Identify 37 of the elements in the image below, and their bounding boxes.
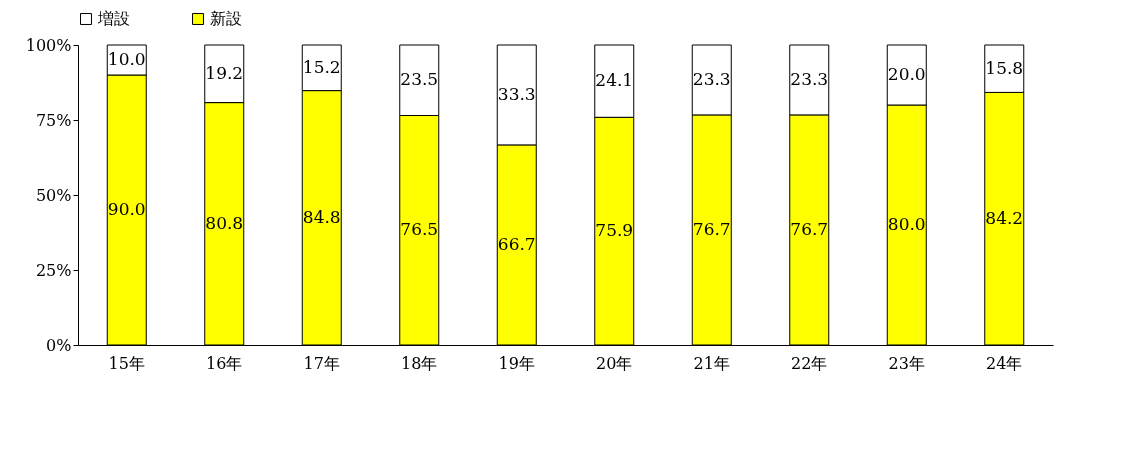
data-label: 23.3 bbox=[692, 68, 731, 89]
data-label: 90.0 bbox=[107, 199, 146, 219]
data-label: 33.3 bbox=[497, 83, 536, 104]
data-label: 23.5 bbox=[400, 69, 439, 90]
data-label: 15.8 bbox=[985, 57, 1024, 78]
x-tick-label: 22年 bbox=[791, 353, 828, 373]
data-label: 76.5 bbox=[400, 219, 439, 240]
data-label: 15.2 bbox=[302, 56, 341, 77]
data-label: 23.3 bbox=[790, 68, 829, 89]
x-tick-label: 15年 bbox=[108, 353, 145, 373]
x-tick-label: 17年 bbox=[303, 353, 340, 373]
legend-label: 新設 bbox=[210, 9, 242, 28]
data-label: 20.0 bbox=[887, 64, 926, 84]
y-tick-label: 50% bbox=[35, 185, 72, 205]
x-tick-label: 18年 bbox=[401, 353, 438, 373]
data-label: 80.8 bbox=[205, 212, 244, 233]
data-label: 66.7 bbox=[497, 233, 536, 254]
x-tick-label: 24年 bbox=[986, 353, 1023, 373]
x-tick-label: 20年 bbox=[596, 353, 633, 373]
data-label: 80.0 bbox=[887, 214, 926, 234]
data-label: 84.2 bbox=[985, 207, 1024, 228]
x-tick-label: 16年 bbox=[206, 353, 243, 373]
data-label: 75.9 bbox=[595, 220, 634, 241]
data-label: 84.8 bbox=[302, 206, 341, 227]
data-label: 19.2 bbox=[205, 62, 244, 83]
y-tick-label: 0% bbox=[46, 335, 72, 355]
x-tick-label: 19年 bbox=[498, 353, 535, 373]
y-tick-label: 100% bbox=[25, 35, 72, 55]
x-tick-label: 23年 bbox=[888, 353, 925, 373]
y-tick-label: 25% bbox=[35, 260, 72, 280]
data-label: 76.7 bbox=[790, 218, 829, 239]
x-tick-label: 21年 bbox=[693, 353, 730, 373]
data-label: 10.0 bbox=[107, 49, 146, 69]
legend-label: 増設 bbox=[97, 9, 130, 28]
y-tick-label: 75% bbox=[35, 110, 72, 130]
data-label: 76.7 bbox=[692, 218, 731, 239]
data-label: 24.1 bbox=[595, 70, 634, 91]
